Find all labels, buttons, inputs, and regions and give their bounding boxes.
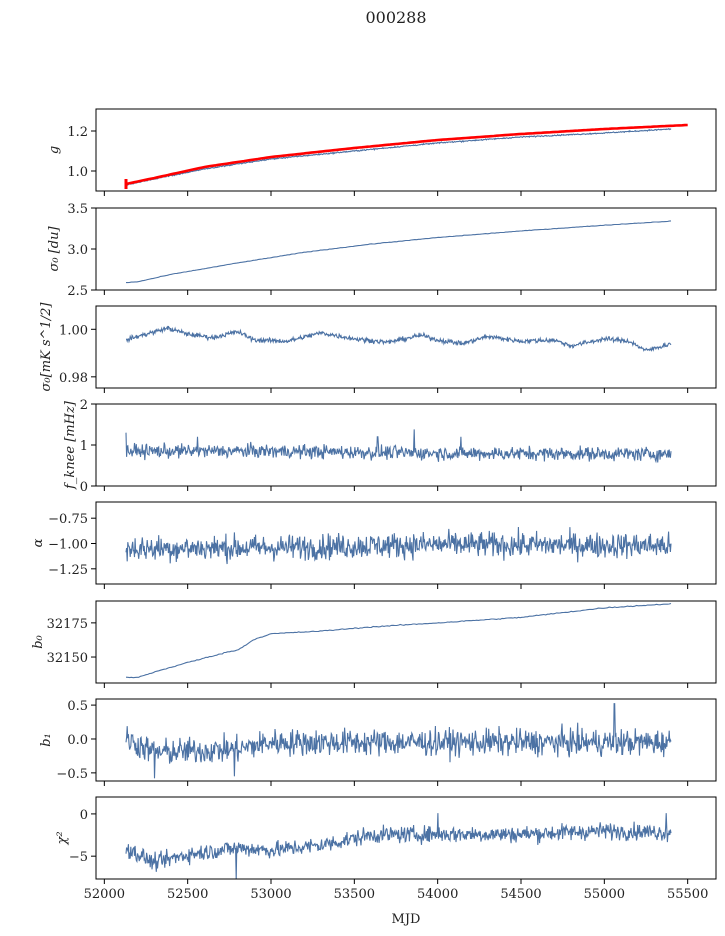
y-tick-label: 0.98 [59,371,88,386]
axes-frame-chi2 [95,796,717,880]
series-line-sigma0-du [126,220,672,284]
panel-sigma0-mk: 0.98 1.00 σ₀[mK s^1/2] [39,302,717,393]
y-tick-label: −0.75 [48,512,88,527]
y-tick-label: −5 [69,850,88,865]
y-axis-label-alpha: α [31,538,46,547]
y-tick-label: 3.0 [67,243,88,258]
y-tick-label: 1.2 [67,125,88,140]
axes-frame-sigma0-mk [95,305,717,389]
panel-g: 1.0 1.2 g [47,108,717,196]
axes-frame-fknee [95,403,717,487]
x-tick-label: 52500 [167,887,208,902]
figure-title: 000288 [365,8,426,27]
series-line-b1 [125,703,672,779]
y-axis-label-b0: b₀ [31,634,46,648]
y-tick-label: −1.25 [48,563,88,578]
x-tick-label: 52000 [84,887,125,902]
series-line-g [125,128,672,186]
panel-sigma0-du: 2.5 3.0 3.5 σ₀ [du] [47,202,717,299]
y-tick-label: 32150 [47,651,88,666]
series-line-b0 [125,602,672,679]
y-tick-label: 3.5 [67,202,88,217]
series-line-sigma0-mk [125,325,672,352]
y-tick-label: 1.0 [67,165,88,180]
y-tick-label: 0.0 [67,733,88,748]
axes-frame-b0 [95,600,717,684]
panel-alpha: −1.25 −1.00 −0.75 α [31,501,717,589]
panel-fknee: 0 1 2f_knee [mHz] [63,398,717,495]
y-tick-label: 1.00 [59,323,88,338]
y-tick-label: 2.5 [67,284,88,299]
axes-frame-b1 [95,698,717,782]
y-axis-label-b1: b₁ [39,733,54,747]
x-tick-label: 55000 [584,887,625,902]
x-tick-label: 53000 [250,887,291,902]
y-tick-label: 2 [80,398,88,413]
series-line-chi2 [125,813,672,879]
y-tick-label: 32175 [47,617,88,632]
x-tick-label: 55500 [667,887,708,902]
x-tick-label: 54500 [500,887,541,902]
y-tick-label: 0 [80,480,88,495]
y-axis-label-g: g [47,146,62,154]
series-line-fknee [125,429,672,464]
y-tick-label: 0 [80,808,88,823]
y-axis-label-fknee: f_knee [mHz] [63,400,78,490]
y-tick-label: 1 [80,439,88,454]
model-line-g [125,123,688,186]
series-line-alpha [125,526,672,565]
y-tick-label: 0.5 [67,699,88,714]
y-axis-label-sigma0-du: σ₀ [du] [47,226,62,272]
y-tick-label: −0.5 [56,767,88,782]
y-axis-label-sigma0-mk: σ₀[mK s^1/2] [39,302,54,392]
x-tick-label: 54000 [417,887,458,902]
panel-chi2: 52000 52500 53000 53500 54000 54500 55000 55500… [55,796,717,902]
axes-frame-g [95,108,717,192]
x-axis-label: MJD [392,912,421,927]
y-axis-label-chi2: χ² [55,831,70,845]
y-tick-label: −1.00 [48,538,88,553]
axes-frame-alpha [95,501,717,585]
axes-frame-sigma0-du [95,207,717,291]
x-tick-label: 53500 [334,887,375,902]
panel-b1: −0.5 0.0 0.5 b₁ [39,698,717,786]
